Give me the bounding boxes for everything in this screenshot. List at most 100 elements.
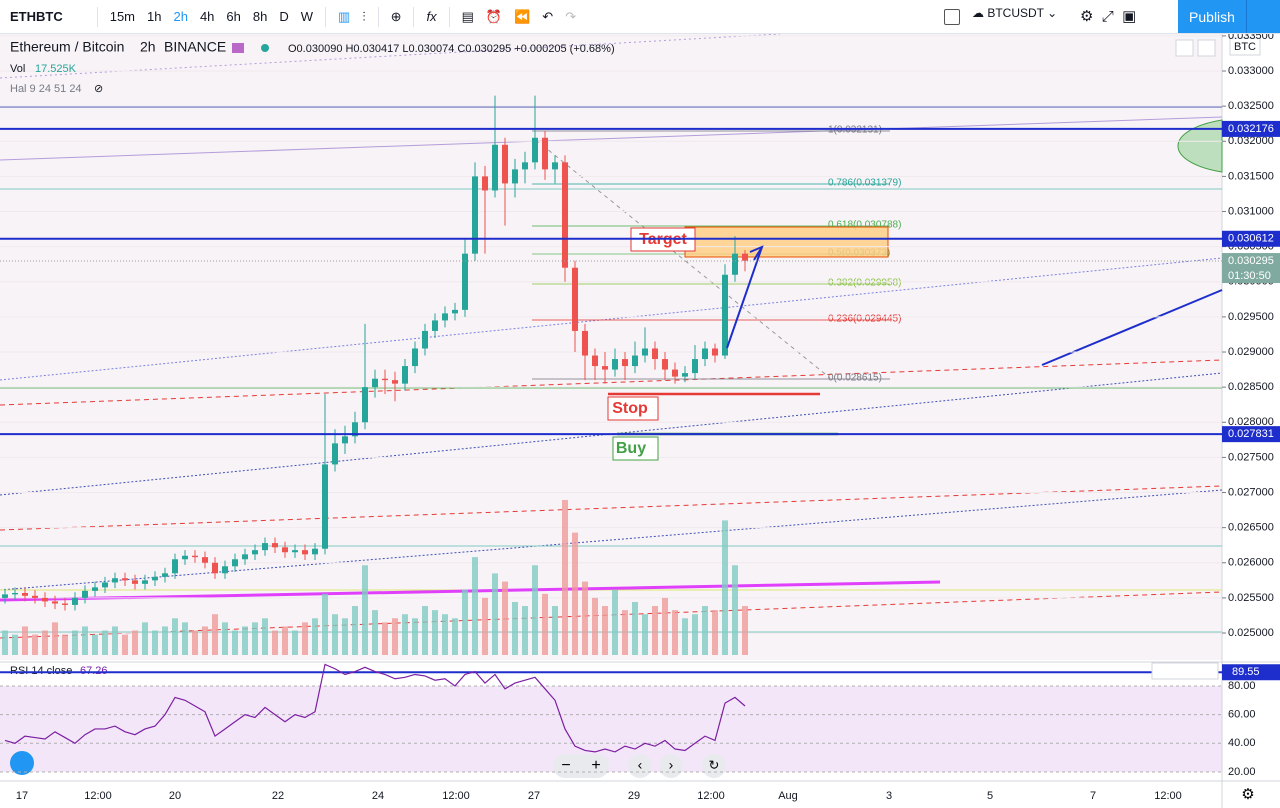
rsi-tick-label: 40.00 [1228,737,1256,749]
intervals: 15m 1h 2h 4h 6h 8h D W [104,9,319,24]
volume-bar [82,626,88,655]
candle-body [652,348,658,360]
candle-body [232,559,238,567]
symbol[interactable]: ETHBTC [10,9,63,24]
y-tick-label: 0.032500 [1228,100,1274,112]
interval-button[interactable]: D [279,9,289,24]
level-label: 0.027831 [1228,428,1274,440]
volume-bar [682,618,688,655]
settings-icon[interactable]: ⚙ [1241,786,1254,803]
scroll-button[interactable] [1175,39,1194,57]
volume-bar [552,606,558,655]
volume-bar [482,597,488,655]
candle-body [212,562,218,574]
interval-button[interactable]: 8h [252,9,268,24]
volume-bar [712,610,718,655]
volume-bar [582,581,588,655]
volume-bar [152,630,158,655]
x-tick-label: 20 [169,790,181,802]
x-tick-label: 17 [16,790,28,802]
legend-exchange: BINANCE [164,39,226,55]
legend-ohlc: O0.030090 H0.030417 L0.030074 C0.030295 … [288,43,615,55]
redo-button[interactable]: ↷ [565,8,577,24]
volume-bar [322,593,328,655]
candle-body [292,550,298,553]
reset-icon: ↻ [709,757,720,772]
alert-button[interactable]: ⏰ [485,8,503,24]
x-tick-label: 7 [1090,790,1096,802]
y-tick-label: 0.033500 [1228,34,1274,42]
volume-bar [302,622,308,655]
last-price-label: 0.030295 [1228,255,1274,267]
volume-bar [472,557,478,655]
volume-bar [572,532,578,655]
volume-bar [372,610,378,655]
indicators-button[interactable]: fx [426,9,437,24]
candle-body [732,253,738,275]
candle-body [712,348,718,356]
fib-label: 0.236(0.029445) [828,314,901,325]
candle-body [182,555,188,560]
volume-bar [382,622,388,655]
publish-menu-button[interactable] [1246,0,1280,33]
candle-body [62,603,68,605]
chart-type-button[interactable]: ▥ [338,8,351,24]
support-line [0,580,941,602]
zoom-out[interactable]: − [561,757,570,774]
candle-body [502,144,508,184]
interval-button[interactable]: 15m [109,9,136,24]
separator [96,6,98,27]
compare-symbol[interactable]: ☁ BTCUSDT ⌄ [972,6,1058,20]
volume-bar [212,614,218,655]
candle-body [512,169,518,184]
volume-bar [522,606,528,655]
bar-style-button[interactable]: ⫶ [362,8,366,24]
flag-icon[interactable] [232,43,244,53]
x-tick-label: 5 [987,790,993,802]
template-button[interactable]: ▤ [461,8,474,24]
rsi-tick-label: 80.00 [1228,680,1256,692]
candle-body [572,267,578,331]
plot [0,35,1222,655]
interval-button[interactable]: 4h [199,9,215,24]
candle-body [482,176,488,191]
volume-bar [542,593,548,655]
trend-line [0,591,1223,639]
settings-button[interactable]: ⚙ ⤢ ▣ [1080,8,1137,25]
publish-button[interactable]: Publish [1178,0,1246,33]
candle-body [302,550,308,555]
trend-line [0,372,1223,496]
interval-button[interactable]: W [300,9,314,24]
x-tick-label: 12:00 [697,790,725,802]
scroll-left[interactable] [628,754,652,778]
volume-bar [662,597,668,655]
volume-bar [182,622,188,655]
scroll-right-icon: › [669,757,674,773]
volume-bar [642,614,648,655]
x-tick-label: Aug [778,790,798,802]
hide-icon[interactable]: ⊘ [94,83,103,95]
y-tick-label: 0.026500 [1228,522,1274,534]
compare-button[interactable]: ⊕ [390,8,402,24]
interval-button[interactable]: 6h [226,9,241,24]
separator [448,6,450,27]
status-dot [261,44,269,52]
volume-bar [692,614,698,655]
volume-bar [72,630,78,655]
interval-button[interactable]: 1h [147,9,162,24]
candle-body [722,274,728,356]
undo-button[interactable]: ↶ [542,8,554,24]
candle-body [402,366,408,384]
y-tick-label: 0.029500 [1228,311,1274,323]
zoom-in[interactable]: + [591,757,600,774]
maximize-button[interactable] [1197,39,1216,57]
volume-bar [412,618,418,655]
candle-body [372,378,378,388]
rsi-band [0,686,1222,772]
candle-body [12,592,18,595]
interval-button[interactable]: 2h [173,9,188,24]
layout-button[interactable] [944,9,960,25]
scroll-right[interactable] [659,754,683,778]
x-tick-label: 3 [886,790,892,802]
replay-button[interactable]: ⏪ [514,8,531,24]
